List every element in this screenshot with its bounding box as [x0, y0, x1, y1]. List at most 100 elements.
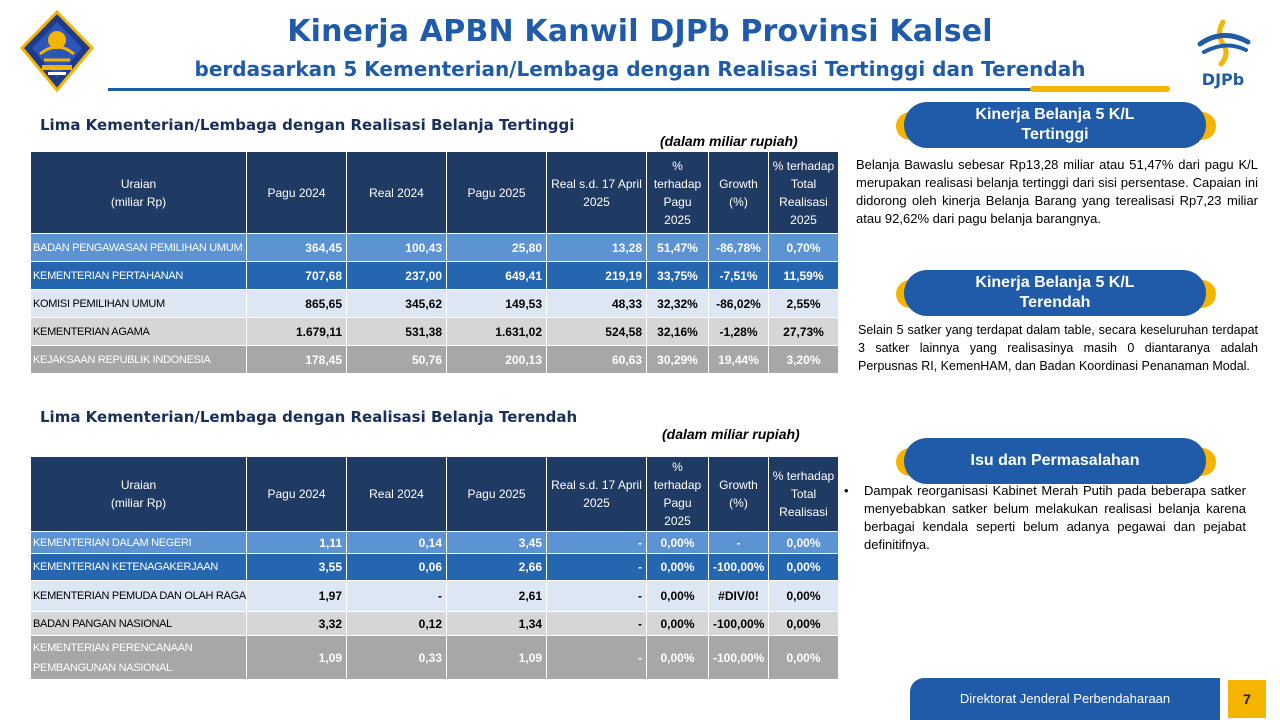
table-cell: 25,80: [446, 233, 547, 262]
col-header-uraian: Uraian (miliar Rp): [30, 456, 247, 532]
table-row: KEMENTERIAN PERTAHANAN 707,68 237,00 649…: [30, 261, 839, 290]
table-cell: 3,32: [246, 611, 347, 636]
issues-list: • Dampak reorganisasi Kabinet Merah Puti…: [844, 482, 1246, 554]
table-row: BADAN PENGAWASAN PEMILIHAN UMUM 364,45 1…: [30, 233, 839, 262]
table-cell: -100,00%: [708, 635, 769, 680]
table-row: KEJAKSAAN REPUBLIK INDONESIA 178,45 50,7…: [30, 345, 839, 374]
table-cell: -86,78%: [708, 233, 769, 262]
table-cell: 0,14: [346, 531, 447, 554]
table-cell: 3,55: [246, 553, 347, 581]
table-cell: 1,11: [246, 531, 347, 554]
highest-table-title: Lima Kementerian/Lembaga dengan Realisas…: [40, 116, 575, 134]
table-cell: 149,53: [446, 289, 547, 318]
issues-badge-label: Isu dan Permasalahan: [904, 438, 1206, 484]
table-cell: -100,00%: [708, 553, 769, 581]
lowest-table-unit: (dalam miliar rupiah): [662, 426, 800, 442]
table-cell: -: [708, 531, 769, 554]
table-cell: KOMISI PEMILIHAN UMUM: [30, 289, 247, 318]
table-cell: 2,61: [446, 580, 547, 612]
table-cell: 364,45: [246, 233, 347, 262]
table-cell: #DIV/0!: [708, 580, 769, 612]
table-cell: 1,09: [446, 635, 547, 680]
col-header-pct-total: % terhadap Total Realisasi 2025: [768, 151, 839, 234]
table-cell: -: [546, 611, 647, 636]
table-cell: 0,33: [346, 635, 447, 680]
table-cell: 345,62: [346, 289, 447, 318]
col-header-pct-pagu: % terhadap Pagu 2025: [646, 151, 709, 234]
table-cell: -: [546, 635, 647, 680]
col-header-real-2025: Real s.d. 17 April 2025: [546, 151, 647, 234]
issues-text: Dampak reorganisasi Kabinet Merah Putih …: [864, 483, 1246, 552]
col-header-uraian: Uraian (miliar Rp): [30, 151, 247, 234]
list-item: • Dampak reorganisasi Kabinet Merah Puti…: [844, 482, 1246, 554]
table-cell: 0,00%: [768, 611, 839, 636]
table-cell: 2,66: [446, 553, 547, 581]
highest-table: Uraian (miliar Rp) Pagu 2024 Real 2024 P…: [30, 151, 839, 374]
col-header-growth: Growth (%): [708, 456, 769, 532]
table-cell: 0,00%: [646, 635, 709, 680]
table-cell: 51,47%: [646, 233, 709, 262]
table-cell: 1,09: [246, 635, 347, 680]
bullet-icon: •: [844, 483, 849, 498]
lowest-table: Uraian (miliar Rp) Pagu 2024 Real 2024 P…: [30, 456, 839, 680]
table-row: KEMENTERIAN PERENCANAAN PEMBANGUNAN NASI…: [30, 635, 839, 680]
col-header-pagu-2025: Pagu 2025: [446, 151, 547, 234]
djpb-logo-icon: [1197, 19, 1251, 67]
lowest-table-title: Lima Kementerian/Lembaga dengan Realisas…: [40, 408, 578, 426]
table-cell: 1,97: [246, 580, 347, 612]
table-cell: 11,59%: [768, 261, 839, 290]
highest-table-header: Uraian (miliar Rp) Pagu 2024 Real 2024 P…: [30, 151, 839, 234]
table-cell: 50,76: [346, 345, 447, 374]
col-header-pagu-2024: Pagu 2024: [246, 456, 347, 532]
table-cell: 1,34: [446, 611, 547, 636]
table-cell: 0,00%: [646, 580, 709, 612]
lowest-kl-badge-label: Kinerja Belanja 5 K/L Terendah: [904, 270, 1206, 316]
table-cell: 0,00%: [768, 635, 839, 680]
table-cell: 0,00%: [768, 553, 839, 581]
table-cell: BADAN PENGAWASAN PEMILIHAN UMUM: [30, 233, 247, 262]
table-row: KOMISI PEMILIHAN UMUM 865,65 345,62 149,…: [30, 289, 839, 318]
col-header-growth: Growth (%): [708, 151, 769, 234]
col-header-pct-pagu: % terhadap Pagu 2025: [646, 456, 709, 532]
table-cell: KEMENTERIAN PERENCANAAN PEMBANGUNAN NASI…: [30, 635, 247, 680]
table-cell: KEMENTERIAN PEMUDA DAN OLAH RAGA: [30, 580, 247, 612]
table-cell: KEMENTERIAN PERTAHANAN: [30, 261, 247, 290]
table-cell: -1,28%: [708, 317, 769, 346]
table-cell: 30,29%: [646, 345, 709, 374]
page-subtitle: berdasarkan 5 Kementerian/Lembaga dengan…: [194, 57, 1086, 81]
lowest-kl-description: Selain 5 satker yang terdapat dalam tabl…: [858, 323, 1258, 373]
lowest-kl-badge: Kinerja Belanja 5 K/L Terendah: [896, 270, 1216, 316]
table-cell: 33,75%: [646, 261, 709, 290]
table-cell: 531,38: [346, 317, 447, 346]
col-header-real-2024: Real 2024: [346, 456, 447, 532]
table-cell: -: [546, 580, 647, 612]
highest-kl-badge: Kinerja Belanja 5 K/L Tertinggi: [896, 102, 1216, 148]
lowest-table-header: Uraian (miliar Rp) Pagu 2024 Real 2024 P…: [30, 456, 839, 532]
table-row: KEMENTERIAN AGAMA 1.679,11 531,38 1.631,…: [30, 317, 839, 346]
table-row: KEMENTERIAN PEMUDA DAN OLAH RAGA 1,97 - …: [30, 580, 839, 612]
table-cell: 219,19: [546, 261, 647, 290]
table-cell: -: [546, 531, 647, 554]
table-cell: 200,13: [446, 345, 547, 374]
col-header-real-2025: Real s.d. 17 April 2025: [546, 456, 647, 532]
col-header-pagu-2024: Pagu 2024: [246, 151, 347, 234]
table-cell: 237,00: [346, 261, 447, 290]
issues-badge: Isu dan Permasalahan: [896, 438, 1216, 484]
highest-kl-badge-label: Kinerja Belanja 5 K/L Tertinggi: [904, 102, 1206, 148]
title-divider: [108, 88, 1168, 91]
table-cell: -100,00%: [708, 611, 769, 636]
table-cell: 3,45: [446, 531, 547, 554]
table-cell: 13,28: [546, 233, 647, 262]
highest-kl-description: Belanja Bawaslu sebesar Rp13,28 miliar a…: [856, 157, 1258, 226]
table-cell: 1.631,02: [446, 317, 547, 346]
table-cell: 19,44%: [708, 345, 769, 374]
table-cell: -: [546, 553, 647, 581]
table-cell: 2,55%: [768, 289, 839, 318]
table-cell: -86,02%: [708, 289, 769, 318]
table-cell: KEMENTERIAN DALAM NEGERI: [30, 531, 247, 554]
table-row: KEMENTERIAN KETENAGAKERJAAN 3,55 0,06 2,…: [30, 553, 839, 581]
table-row: BADAN PANGAN NASIONAL 3,32 0,12 1,34 - 0…: [30, 611, 839, 636]
table-cell: -: [346, 580, 447, 612]
col-header-pct-total: % terhadap Total Realisasi: [768, 456, 839, 532]
table-row: KEMENTERIAN DALAM NEGERI 1,11 0,14 3,45 …: [30, 531, 839, 554]
